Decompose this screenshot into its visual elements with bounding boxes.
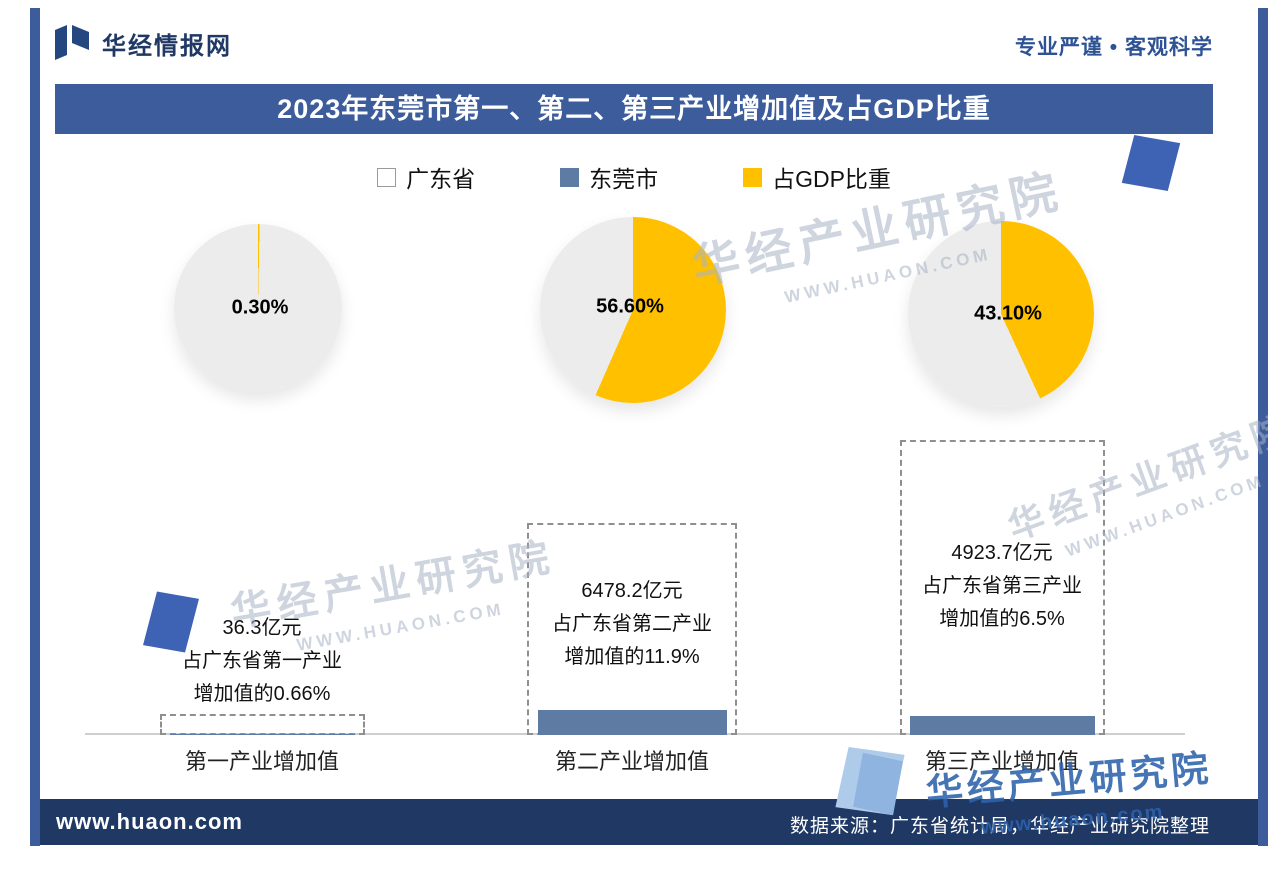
bar-dongguan-primary <box>170 734 355 735</box>
footer-site-url: www.huaon.com <box>56 809 243 834</box>
annotation-share-line2: 增加值的6.5% <box>939 608 1065 630</box>
pie-label-secondary: 56.60% <box>596 295 664 318</box>
x-tick-primary: 第一产业增加值 <box>184 749 339 774</box>
annotation-share-line2: 增加值的11.9% <box>564 646 700 668</box>
legend-label: 东莞市 <box>589 166 659 192</box>
pie-secondary-industry <box>540 217 726 403</box>
legend-item-guangdong: 广东省 <box>377 160 475 194</box>
pie-label-tertiary: 43.10% <box>974 302 1042 325</box>
pie-tertiary-industry <box>908 221 1094 407</box>
bar-guangdong-primary <box>160 714 365 735</box>
legend-label: 占GDP比重 <box>772 166 891 192</box>
footer-bar: www.huaon.com 数据来源：广东省统计局，华经产业研究院整理 <box>40 799 1258 845</box>
annotation-share-line1: 占广东省第三产业 <box>922 575 1082 597</box>
chart-title: 2023年东莞市第一、第二、第三产业增加值及占GDP比重 <box>55 84 1213 134</box>
right-edge-bar <box>1258 8 1268 846</box>
bar-dongguan-secondary <box>537 710 727 735</box>
brand-logo-icon <box>52 22 92 65</box>
legend: 广东省 东莞市 占GDP比重 <box>0 160 1268 194</box>
annotation-share-line1: 占广东省第二产业 <box>552 613 712 635</box>
annotation-secondary: 6478.2亿元 占广东省第二产业 增加值的11.9% <box>492 575 772 674</box>
bar-dongguan-tertiary <box>910 716 1095 735</box>
x-tick-secondary: 第二产业增加值 <box>554 749 709 774</box>
pie-primary-industry <box>174 224 342 392</box>
x-tick-tertiary: 第三产业增加值 <box>924 749 1079 774</box>
annotation-value: 36.3亿元 <box>222 617 302 639</box>
legend-swatch-guangdong <box>377 167 397 187</box>
annotation-share-line2: 增加值的0.66% <box>193 683 331 705</box>
pie-label-primary: 0.30% <box>231 296 289 319</box>
footer-data-source: 数据来源：广东省统计局，华经产业研究院整理 <box>789 816 1210 837</box>
header-slogan: 专业严谨 • 客观科学 <box>1014 36 1213 59</box>
brand-name: 华经情报网 <box>102 33 232 60</box>
annotation-value: 6478.2亿元 <box>581 580 683 602</box>
legend-item-dongguan: 东莞市 <box>560 160 658 194</box>
legend-label: 广东省 <box>406 166 476 192</box>
annotation-value: 4923.7亿元 <box>951 542 1053 564</box>
annotation-primary: 36.3亿元 占广东省第一产业 增加值的0.66% <box>122 612 402 711</box>
legend-swatch-dongguan <box>560 167 580 187</box>
legend-swatch-gdp-share <box>743 167 763 187</box>
annotation-share-line1: 占广东省第一产业 <box>182 650 342 672</box>
annotation-tertiary: 4923.7亿元 占广东省第三产业 增加值的6.5% <box>862 537 1142 636</box>
left-edge-bar <box>30 8 40 846</box>
legend-item-gdp-share: 占GDP比重 <box>743 160 891 194</box>
brand: 华经情报网 <box>52 22 232 65</box>
